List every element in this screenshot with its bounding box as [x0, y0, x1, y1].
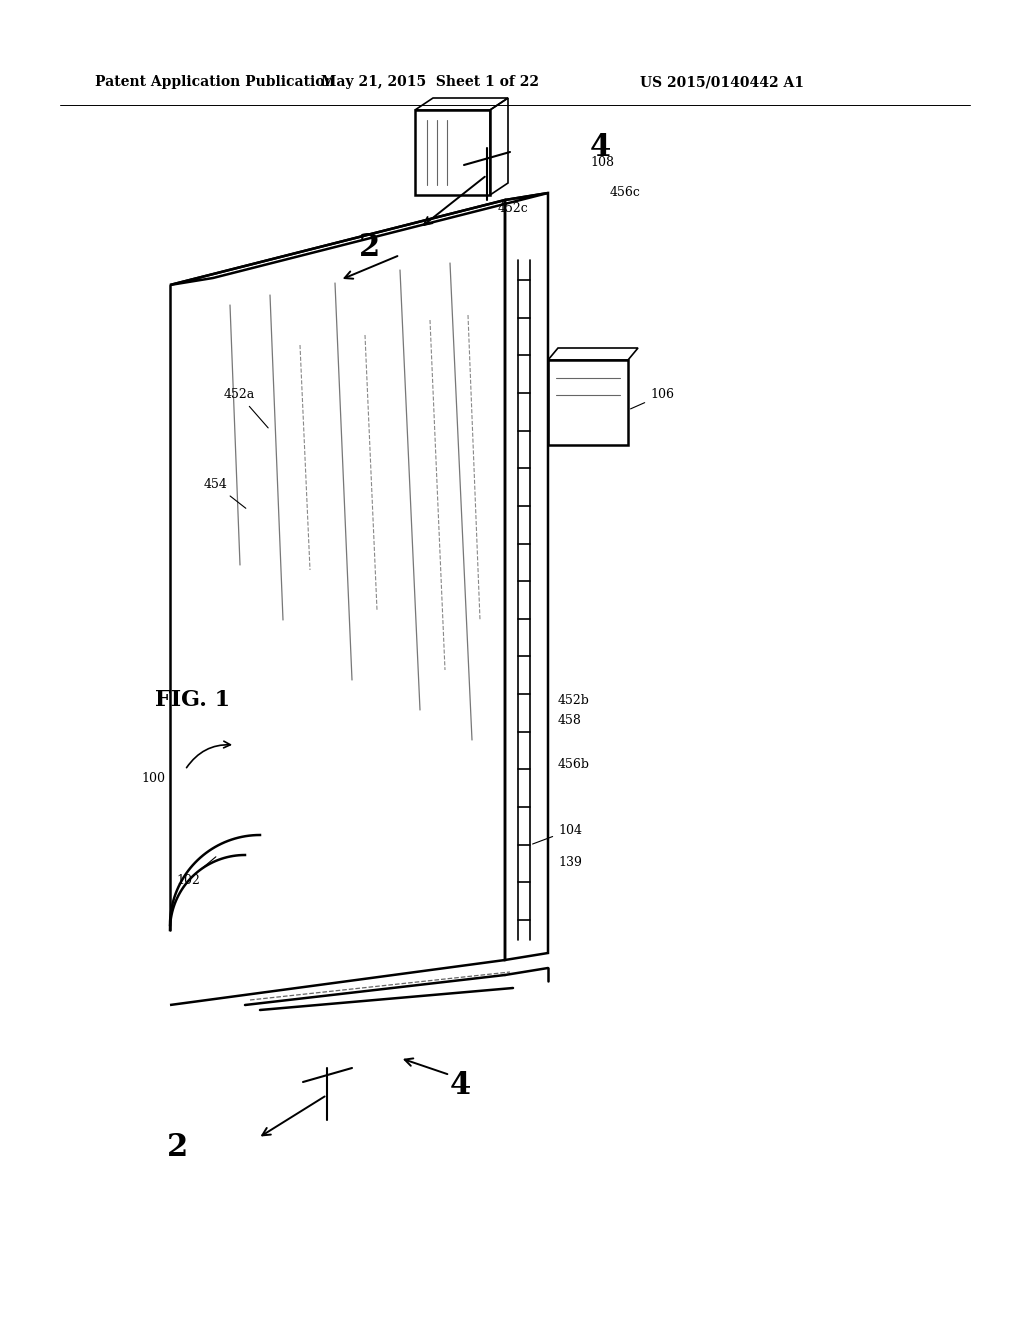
Text: 456b: 456b: [558, 759, 590, 771]
Text: 456c: 456c: [610, 186, 641, 199]
Text: 458: 458: [558, 714, 582, 726]
Text: 452c: 452c: [498, 202, 528, 214]
Text: 4: 4: [590, 132, 611, 164]
Text: 4: 4: [450, 1069, 471, 1101]
Text: 139: 139: [558, 855, 582, 869]
Text: Patent Application Publication: Patent Application Publication: [95, 75, 335, 88]
Text: 2: 2: [167, 1133, 188, 1163]
Text: 452a: 452a: [224, 388, 268, 428]
Text: 100: 100: [141, 771, 165, 784]
Text: 102: 102: [176, 857, 216, 887]
Text: 108: 108: [590, 157, 614, 169]
Text: 104: 104: [532, 824, 582, 843]
Text: FIG. 1: FIG. 1: [155, 689, 230, 711]
Text: 452b: 452b: [558, 693, 590, 706]
Text: 106: 106: [631, 388, 674, 409]
Text: 454: 454: [204, 479, 246, 508]
Text: 2: 2: [359, 231, 381, 263]
Text: May 21, 2015  Sheet 1 of 22: May 21, 2015 Sheet 1 of 22: [321, 75, 539, 88]
Text: US 2015/0140442 A1: US 2015/0140442 A1: [640, 75, 804, 88]
